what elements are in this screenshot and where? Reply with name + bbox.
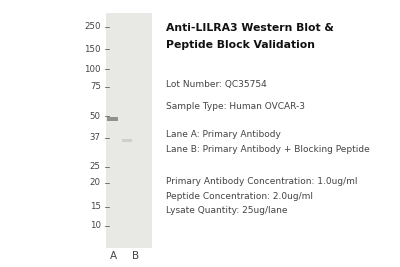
Bar xyxy=(107,117,118,121)
Text: 50: 50 xyxy=(90,112,101,121)
Text: Lane B: Primary Antibody + Blocking Peptide: Lane B: Primary Antibody + Blocking Pept… xyxy=(166,145,370,154)
Text: Primary Antibody Concentration: 1.0ug/ml: Primary Antibody Concentration: 1.0ug/ml xyxy=(166,177,358,186)
Text: Lane A: Primary Antibody: Lane A: Primary Antibody xyxy=(166,130,281,139)
Text: 10: 10 xyxy=(90,221,101,230)
Text: 20: 20 xyxy=(90,178,101,187)
Text: Sample Type: Human OVCAR-3: Sample Type: Human OVCAR-3 xyxy=(166,102,305,111)
Bar xyxy=(122,139,132,142)
Bar xyxy=(106,13,152,248)
Text: Lysate Quantity: 25ug/lane: Lysate Quantity: 25ug/lane xyxy=(166,206,288,215)
Text: 100: 100 xyxy=(84,65,101,74)
Text: 150: 150 xyxy=(84,45,101,54)
Text: Lot Number: QC35754: Lot Number: QC35754 xyxy=(166,80,267,89)
Text: B: B xyxy=(132,251,139,261)
Text: Peptide Concentration: 2.0ug/ml: Peptide Concentration: 2.0ug/ml xyxy=(166,192,313,201)
Text: Peptide Block Validation: Peptide Block Validation xyxy=(166,40,315,50)
Text: A: A xyxy=(110,251,117,261)
Text: Anti-LILRA3 Western Blot &: Anti-LILRA3 Western Blot & xyxy=(166,23,334,33)
Text: 15: 15 xyxy=(90,202,101,211)
Text: 25: 25 xyxy=(90,162,101,171)
Text: 37: 37 xyxy=(90,133,101,142)
Text: 75: 75 xyxy=(90,82,101,91)
Text: 250: 250 xyxy=(84,22,101,31)
